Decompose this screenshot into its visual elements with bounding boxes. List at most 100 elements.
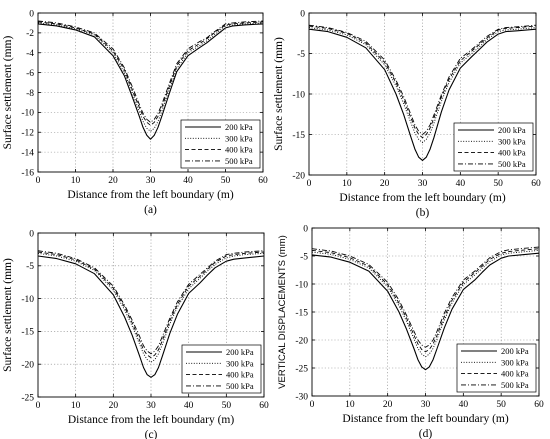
x-tick-label: 10 [345, 400, 355, 410]
y-tick-label: -25 [295, 364, 308, 374]
y-tick-label: 0 [29, 9, 34, 19]
x-tick-label: 20 [108, 176, 118, 186]
legend-label: 200 kPa [225, 122, 253, 132]
x-axis-label: Distance from the left boundary (m) [339, 192, 506, 204]
x-axis-label: Distance from the left boundary (m) [342, 413, 509, 425]
legend-label: 200 kPa [501, 346, 529, 356]
y-tick-label: 0 [29, 229, 34, 239]
x-tick-label: 40 [183, 176, 193, 186]
legend-box [456, 343, 537, 393]
legend-label: 500 kPa [226, 381, 254, 391]
y-tick-label: -16 [21, 168, 34, 178]
x-tick-label: 50 [221, 176, 231, 186]
panel-label: (c) [145, 429, 158, 439]
y-tick-label: -30 [295, 392, 308, 402]
x-tick-label: 60 [534, 400, 544, 410]
y-axis-label: Surface settlement (mm) [2, 258, 14, 372]
x-tick-label: 60 [259, 401, 269, 411]
y-tick-label: -15 [292, 131, 305, 141]
y-tick-label: -20 [21, 361, 34, 371]
legend-box [453, 122, 534, 172]
x-tick-label: 50 [222, 401, 232, 411]
x-axis-label: Distance from the left boundary (m) [67, 189, 234, 201]
x-tick-label: 20 [380, 179, 390, 189]
series-line-200-kpa [311, 252, 540, 371]
series-line-400-kpa [308, 25, 537, 139]
x-axis-label: Distance from the left boundary (m) [68, 414, 235, 426]
y-tick-label: -15 [21, 328, 34, 338]
legend-label: 200 kPa [226, 347, 254, 357]
x-tick-label: 30 [418, 179, 428, 189]
series-line-400-kpa [311, 248, 540, 353]
chart-panel-2: 0 10 20 30 40 50 60 0 -5 -10 -15 -20 -25 Distance fro… [2, 229, 269, 439]
chart-panel-1: 0 10 20 30 40 50 60 0 -5 -10 -15 -20 Distance from t… [273, 9, 541, 219]
x-tick-label: 40 [456, 179, 466, 189]
y-axis-label: Surface settlement (mm) [2, 35, 14, 149]
legend-label: 500 kPa [225, 156, 253, 166]
legend-label: 300 kPa [501, 357, 529, 367]
y-axis-label: VERTICAL DISPLACEMENTS (mm) [277, 235, 288, 389]
x-tick-label: 30 [421, 400, 431, 410]
legend-label: 400 kPa [501, 369, 529, 379]
y-tick-label: -5 [300, 252, 308, 262]
legend-label: 200 kPa [498, 125, 526, 135]
y-tick-label: -14 [21, 148, 34, 158]
legend-label: 400 kPa [225, 145, 253, 155]
y-tick-label: -10 [292, 90, 305, 100]
x-tick-label: 50 [496, 400, 506, 410]
series-line-300-kpa [37, 252, 265, 363]
panel-label: (a) [144, 204, 157, 216]
x-tick-label: 40 [459, 400, 469, 410]
y-tick-label: 0 [300, 9, 305, 19]
legend-label: 400 kPa [226, 370, 254, 380]
series-line-500-kpa [308, 24, 537, 135]
x-tick-label: 60 [531, 179, 541, 189]
y-tick-label: -25 [21, 393, 34, 403]
y-tick-label: -2 [26, 29, 34, 39]
y-tick-label: 0 [303, 224, 308, 234]
y-tick-label: -4 [26, 49, 34, 59]
x-tick-label: 30 [146, 176, 156, 186]
x-tick-label: 0 [36, 401, 41, 411]
y-tick-label: -12 [21, 129, 34, 139]
series-line-400-kpa [37, 21, 264, 126]
series-line-200-kpa [37, 23, 264, 140]
x-tick-label: 0 [307, 179, 312, 189]
series-line-200-kpa [308, 28, 537, 161]
series-line-400-kpa [37, 251, 265, 359]
chart-panel-0: 0 10 20 30 40 50 60 0 -2 -4 -6 -8 -10 -12 -14 -16 Distan… [2, 9, 268, 216]
x-tick-label: 0 [310, 400, 315, 410]
legend-box [180, 119, 261, 169]
series-line-200-kpa [37, 255, 265, 378]
legend-box [181, 344, 262, 394]
legend-label: 500 kPa [501, 380, 529, 390]
y-tick-label: -5 [297, 50, 305, 60]
x-tick-label: 50 [493, 179, 503, 189]
panel-label: (b) [416, 207, 430, 219]
series-line-300-kpa [311, 249, 540, 358]
series-line-500-kpa [311, 246, 540, 348]
series-line-300-kpa [37, 22, 264, 132]
legend-label: 300 kPa [226, 358, 254, 368]
legend-label: 400 kPa [498, 148, 526, 158]
y-axis-label: Surface settlement (mm) [273, 37, 285, 151]
y-tick-label: -10 [21, 109, 34, 119]
y-tick-label: -20 [295, 336, 308, 346]
x-tick-label: 10 [71, 176, 81, 186]
x-tick-label: 0 [36, 176, 41, 186]
series-line-500-kpa [37, 250, 265, 355]
legend-label: 300 kPa [498, 136, 526, 146]
y-tick-label: -10 [21, 295, 34, 305]
x-tick-label: 20 [383, 400, 393, 410]
y-tick-label: -8 [26, 89, 34, 99]
x-tick-label: 30 [146, 401, 156, 411]
y-tick-label: -20 [292, 171, 305, 181]
series-line-500-kpa [37, 20, 264, 123]
y-tick-label: -10 [295, 280, 308, 290]
x-tick-label: 40 [184, 401, 194, 411]
panel-label: (d) [419, 428, 433, 439]
x-tick-label: 60 [258, 176, 268, 186]
legend-label: 500 kPa [498, 159, 526, 169]
x-tick-label: 10 [342, 179, 352, 189]
